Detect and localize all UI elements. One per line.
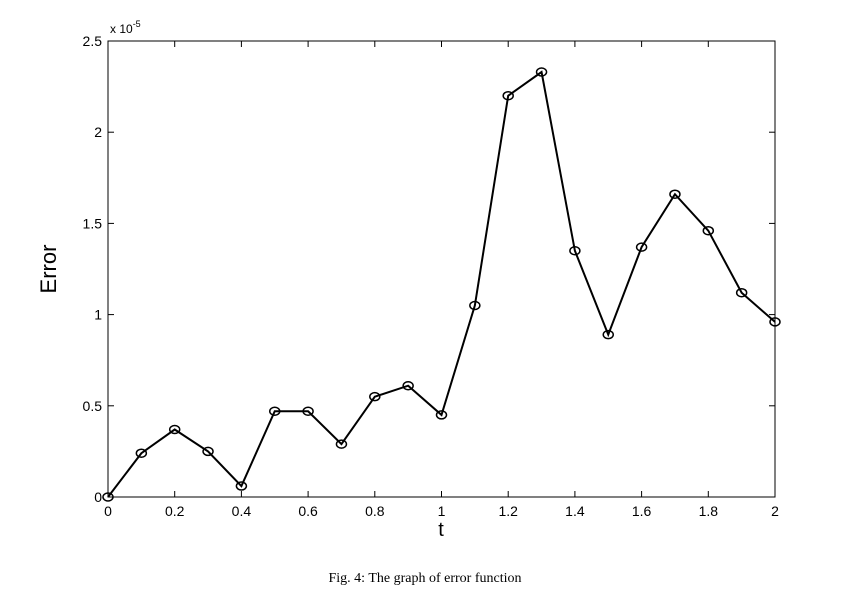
series-line xyxy=(107,70,776,498)
data-point xyxy=(635,242,648,252)
y-tick-label: 0.5 xyxy=(83,398,103,414)
data-point xyxy=(569,246,581,256)
y-multiplier: x 10-5 xyxy=(110,19,141,36)
y-tick-label: 2 xyxy=(94,124,102,140)
data-point xyxy=(535,67,548,77)
x-tick-label: 0 xyxy=(104,503,112,519)
x-tick-label: 1.6 xyxy=(632,503,652,519)
plot-frame xyxy=(107,40,776,498)
x-tick-label: 1 xyxy=(438,503,446,519)
data-point xyxy=(369,391,381,402)
x-tick-label: 1.8 xyxy=(699,503,719,519)
caption: Fig. 4: The graph of error function xyxy=(329,571,522,586)
multiplier-base: x 10 xyxy=(110,22,133,36)
data-point xyxy=(269,406,281,417)
multiplier-exponent: -5 xyxy=(133,19,141,29)
y-axis-label: Error xyxy=(36,245,61,294)
x-tick-label: 2 xyxy=(771,503,779,519)
data-point xyxy=(769,317,781,327)
data-point xyxy=(102,492,114,502)
data-point xyxy=(335,439,348,449)
data-point xyxy=(202,446,214,457)
data-point xyxy=(502,90,514,101)
data-point xyxy=(402,380,414,391)
y-tick-label: 0 xyxy=(94,489,102,505)
x-tick-label: 1.4 xyxy=(565,503,585,519)
data-point xyxy=(168,424,181,435)
y-tick-label: 1 xyxy=(94,307,102,323)
x-tick-label: 0.6 xyxy=(298,503,318,519)
x-tick-label: 0.8 xyxy=(365,503,385,519)
data-point xyxy=(602,329,614,340)
data-point xyxy=(435,410,448,420)
x-tick-label: 1.2 xyxy=(498,503,518,519)
y-tick-label: 2.5 xyxy=(83,33,103,49)
x-axis-label: t xyxy=(438,519,444,541)
data-point xyxy=(302,406,314,417)
data-point xyxy=(702,225,715,236)
data-point xyxy=(135,448,148,458)
data-point xyxy=(235,481,248,491)
data-point xyxy=(469,300,481,311)
y-tick-label: 1.5 xyxy=(83,215,103,231)
x-tick-label: 0.2 xyxy=(165,503,185,519)
x-tick-label: 0.4 xyxy=(232,503,252,519)
data-point xyxy=(669,189,681,199)
data-point xyxy=(735,287,748,298)
